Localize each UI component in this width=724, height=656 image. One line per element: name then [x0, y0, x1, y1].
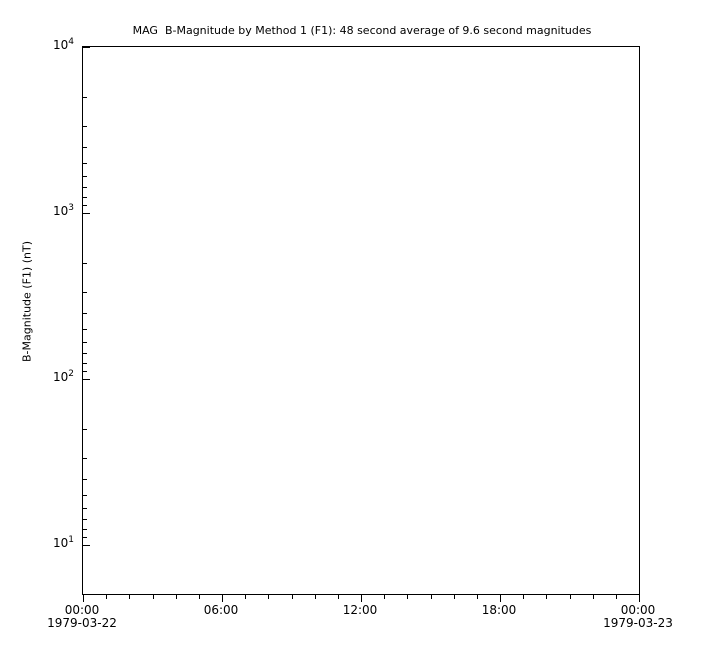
y-axis-title: B-Magnitude (F1) (nT) — [20, 241, 34, 362]
y-tick-minor — [83, 495, 87, 496]
y-tick-minor — [83, 537, 87, 538]
y-axis-tick-labels: 104 103 102 101 — [0, 38, 74, 593]
x-tick-minor — [153, 594, 154, 599]
y-tick-minor — [83, 205, 87, 206]
y-tick-minor — [83, 313, 87, 314]
y-tick-minor — [83, 197, 87, 198]
x-tick-minor — [292, 594, 293, 599]
x-tick-label-date: 1979-03-22 — [47, 616, 117, 630]
x-tick-major — [639, 594, 640, 602]
x-tick-major — [83, 594, 84, 602]
y-tick-label: 103 — [52, 203, 74, 218]
x-tick-label-time: 00:00 — [64, 603, 100, 617]
x-tick-minor — [431, 594, 432, 599]
y-tick-minor — [83, 529, 87, 530]
x-tick-label-date: 1979-03-23 — [603, 616, 673, 630]
x-tick-label: 18:00 — [439, 604, 559, 617]
x-tick-label-time: 12:00 — [342, 603, 378, 617]
y-tick-major — [83, 213, 90, 214]
x-tick-minor — [315, 594, 316, 599]
y-tick-label: 102 — [52, 369, 74, 384]
chart-title: MAG B-Magnitude by Method 1 (F1): 48 sec… — [132, 24, 592, 37]
x-tick-minor — [268, 594, 269, 599]
y-tick-minor — [83, 97, 87, 98]
x-tick-minor — [384, 594, 385, 599]
y-tick-minor — [83, 329, 87, 330]
x-tick-label: 12:00 — [300, 604, 420, 617]
y-tick-minor — [83, 147, 87, 148]
x-tick-label-time: 00:00 — [620, 603, 656, 617]
x-tick-major — [500, 594, 501, 602]
x-axis-tick-labels: 00:00 1979-03-22 06:00 12:00 18:00 00:00 1979-… — [0, 604, 724, 644]
x-tick-minor — [106, 594, 107, 599]
y-tick-minor — [83, 342, 87, 343]
x-tick-minor — [477, 594, 478, 599]
y-tick-major — [83, 47, 90, 48]
y-tick-minor — [83, 371, 87, 372]
y-tick-minor — [83, 363, 87, 364]
y-tick-minor — [83, 176, 87, 177]
x-tick-minor — [454, 594, 455, 599]
y-tick-minor — [83, 519, 87, 520]
x-tick-minor — [407, 594, 408, 599]
y-tick-major — [83, 545, 90, 546]
x-tick-minor — [593, 594, 594, 599]
x-tick-label: 00:00 1979-03-22 — [22, 604, 142, 630]
x-tick-minor — [546, 594, 547, 599]
x-tick-label-time: 06:00 — [203, 603, 239, 617]
y-tick-label: 101 — [52, 535, 74, 550]
x-tick-minor — [129, 594, 130, 599]
x-tick-minor — [616, 594, 617, 599]
x-tick-major — [361, 594, 362, 602]
plot-area — [83, 47, 639, 594]
y-tick-minor — [83, 126, 87, 127]
y-tick-major — [83, 379, 90, 380]
x-tick-label: 00:00 1979-03-23 — [578, 604, 698, 630]
y-tick-minor — [83, 458, 87, 459]
x-tick-label-time: 18:00 — [481, 603, 517, 617]
y-tick-minor — [83, 163, 87, 164]
y-tick-minor — [83, 187, 87, 188]
x-tick-major — [222, 594, 223, 602]
x-tick-minor — [199, 594, 200, 599]
x-tick-minor — [338, 594, 339, 599]
y-tick-label: 104 — [52, 37, 74, 52]
plot-frame — [82, 46, 640, 602]
x-tick-minor — [245, 594, 246, 599]
y-tick-minor — [83, 479, 87, 480]
y-tick-minor — [83, 508, 87, 509]
x-tick-minor — [570, 594, 571, 599]
x-tick-label: 06:00 — [161, 604, 281, 617]
y-tick-minor — [83, 292, 87, 293]
y-tick-minor — [83, 353, 87, 354]
y-tick-minor — [83, 263, 87, 264]
y-tick-minor — [83, 429, 87, 430]
x-tick-minor — [523, 594, 524, 599]
x-tick-minor — [176, 594, 177, 599]
